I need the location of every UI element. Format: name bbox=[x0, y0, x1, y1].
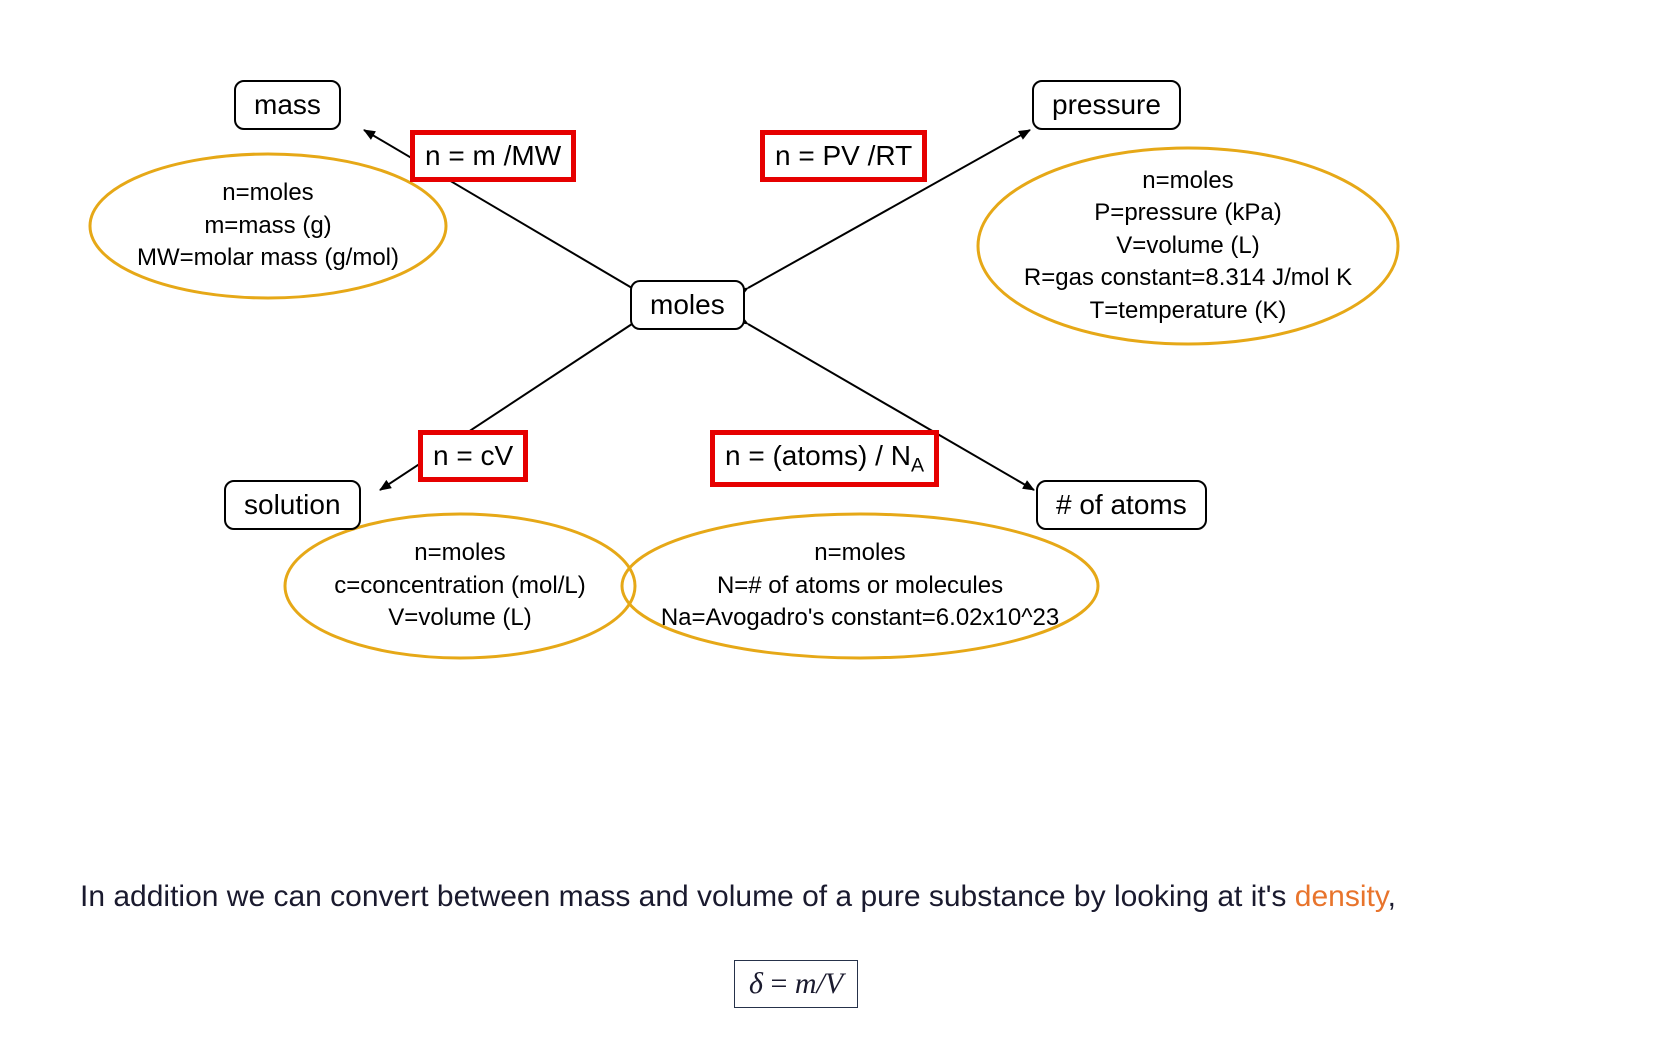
legend-line: N=# of atoms or molecules bbox=[622, 570, 1098, 602]
formula-mass: n = m /MW bbox=[410, 130, 576, 182]
density-caption: In addition we can convert between mass … bbox=[80, 880, 1396, 914]
formula-mass-text: n = m /MW bbox=[425, 140, 561, 171]
formula-atoms-sub: A bbox=[911, 455, 924, 477]
node-mass: mass bbox=[234, 80, 341, 130]
legend-line: m=mass (g) bbox=[90, 210, 446, 242]
legend-line: n=moles bbox=[978, 165, 1398, 197]
legend-pressure: n=molesP=pressure (kPa)V=volume (L)R=gas… bbox=[978, 165, 1398, 327]
node-pressure: pressure bbox=[1032, 80, 1181, 130]
formula-atoms: n = (atoms) / NA bbox=[710, 430, 939, 487]
node-atoms: # of atoms bbox=[1036, 480, 1207, 530]
node-moles: moles bbox=[630, 280, 745, 330]
legend-line: T=temperature (K) bbox=[978, 295, 1398, 327]
legend-line: Na=Avogadro's constant=6.02x10^23 bbox=[622, 602, 1098, 634]
caption-after: , bbox=[1388, 880, 1396, 913]
legend-atoms: n=molesN=# of atoms or moleculesNa=Avoga… bbox=[622, 537, 1098, 634]
legend-solution: n=molesc=concentration (mol/L)V=volume (… bbox=[285, 537, 635, 634]
density-equals: = bbox=[763, 967, 795, 1000]
legend-line: V=volume (L) bbox=[978, 230, 1398, 262]
legend-mass: n=molesm=mass (g)MW=molar mass (g/mol) bbox=[90, 177, 446, 274]
formula-pressure-text: n = PV /RT bbox=[775, 140, 912, 171]
formula-solution: n = cV bbox=[418, 430, 528, 482]
caption-highlight: density bbox=[1295, 880, 1388, 913]
formula-pressure: n = PV /RT bbox=[760, 130, 927, 182]
node-atoms-label: # of atoms bbox=[1056, 489, 1187, 520]
density-rhs: m/V bbox=[795, 967, 843, 1000]
density-formula-box: δ = m/V bbox=[734, 960, 858, 1008]
legend-line: n=moles bbox=[90, 177, 446, 209]
legend-line: c=concentration (mol/L) bbox=[285, 570, 635, 602]
node-mass-label: mass bbox=[254, 89, 321, 120]
node-solution-label: solution bbox=[244, 489, 341, 520]
node-solution: solution bbox=[224, 480, 361, 530]
node-pressure-label: pressure bbox=[1052, 89, 1161, 120]
legend-line: MW=molar mass (g/mol) bbox=[90, 242, 446, 274]
caption-before: In addition we can convert between mass … bbox=[80, 880, 1295, 913]
legend-line: V=volume (L) bbox=[285, 602, 635, 634]
legend-line: R=gas constant=8.314 J/mol K bbox=[978, 262, 1398, 294]
node-moles-label: moles bbox=[650, 289, 725, 320]
legend-line: n=moles bbox=[285, 537, 635, 569]
density-delta: δ bbox=[749, 967, 763, 1000]
legend-line: P=pressure (kPa) bbox=[978, 197, 1398, 229]
legend-line: n=moles bbox=[622, 537, 1098, 569]
formula-atoms-prefix: n = (atoms) / N bbox=[725, 440, 911, 471]
diagram-canvas: mass pressure moles solution # of atoms … bbox=[0, 0, 1670, 1048]
formula-solution-text: n = cV bbox=[433, 440, 513, 471]
